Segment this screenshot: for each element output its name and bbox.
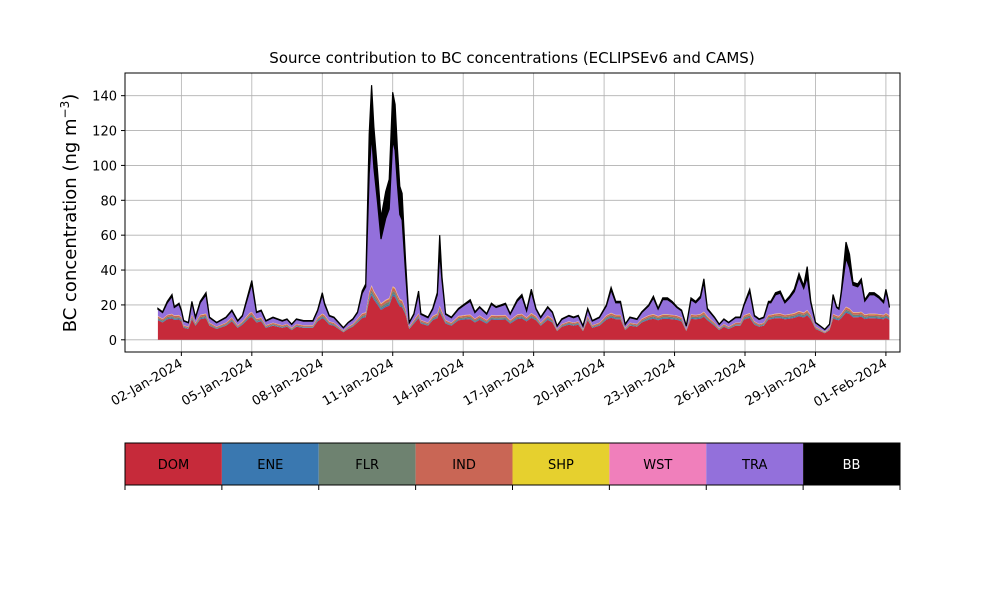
legend-label-ind: IND [452, 458, 476, 473]
x-tick-label: 29-Jan-2024 [743, 356, 820, 409]
x-tick-label: 02-Jan-2024 [109, 356, 186, 409]
legend-label-tra: TRA [741, 458, 767, 473]
legend-swatch-tra [706, 443, 804, 485]
y-axis-label-close: ) [60, 94, 81, 101]
x-tick-label: 17-Jan-2024 [461, 356, 538, 409]
x-tick-label: 05-Jan-2024 [179, 356, 256, 409]
y-axis-label-text: BC concentration (ng m [60, 118, 81, 332]
legend-label-wst: WST [643, 458, 672, 473]
x-tick-label: 26-Jan-2024 [672, 356, 749, 409]
legend-swatch-shp [512, 443, 610, 485]
y-tick-label: 80 [100, 194, 117, 209]
y-tick-label: 20 [100, 299, 117, 314]
legend-swatch-ind [415, 443, 513, 485]
legend: DOM ENE FLR IND SHP WST TRA BB [124, 442, 901, 490]
legend-label-bb: BB [843, 458, 861, 473]
plot-frame [124, 72, 901, 353]
x-tick-label: 14-Jan-2024 [391, 356, 468, 409]
y-axis-label: BC concentration (ng m−3) [58, 94, 81, 333]
y-tick-label: 60 [100, 229, 117, 244]
area-series-dom [157, 295, 890, 340]
legend-label-flr: FLR [355, 458, 379, 473]
x-tick-label: 11-Jan-2024 [320, 356, 397, 409]
legend-swatch-bb [803, 443, 900, 485]
area-series-flr [157, 290, 890, 333]
y-tick-label: 100 [92, 159, 117, 174]
area-series-ind [157, 286, 890, 333]
legend-swatch-ene [221, 443, 319, 485]
legend-swatch-dom [125, 443, 222, 485]
y-tick-label: 120 [92, 125, 117, 140]
area-series-bb [157, 85, 890, 331]
legend-swatch-flr [318, 443, 416, 485]
x-tick-label: 23-Jan-2024 [602, 356, 679, 409]
x-tick-label: 20-Jan-2024 [531, 356, 608, 409]
y-tick-label: 140 [92, 90, 117, 105]
legend-label-ene: ENE [257, 458, 283, 473]
y-tick-label: 0 [109, 334, 117, 349]
x-tick-label: 01-Feb-2024 [811, 356, 890, 410]
area-series-ene [157, 293, 890, 334]
y-tick-label: 40 [100, 264, 117, 279]
legend-label-dom: DOM [158, 458, 189, 473]
plot-area: 0 20 40 60 80 100 120 140 02-Jan-202405-Jan-2024… [92, 72, 901, 410]
x-tick-label: 08-Jan-2024 [250, 356, 327, 409]
legend-swatch-wst [609, 443, 707, 485]
y-axis-label-sup: −3 [58, 101, 72, 119]
legend-label-shp: SHP [548, 458, 574, 473]
chart-title: Source contribution to BC concentrations… [269, 49, 754, 67]
